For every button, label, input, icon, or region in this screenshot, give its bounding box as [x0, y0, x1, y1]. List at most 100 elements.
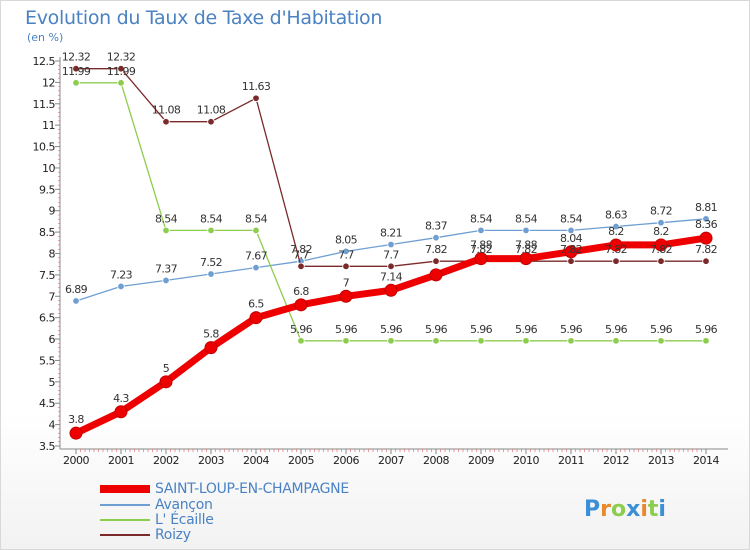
x-tick-label: 2010: [513, 454, 539, 467]
data-point: [159, 375, 173, 389]
data-label: 5.96: [290, 323, 313, 336]
legend-label: Roizy: [155, 527, 191, 543]
data-point: [342, 247, 350, 256]
data-label: 7.88: [515, 239, 538, 252]
data-label: 8.81: [695, 201, 717, 214]
data-label: 11.63: [242, 80, 271, 93]
data-label: 7.82: [650, 243, 672, 256]
y-tick-label: 5.5: [39, 354, 55, 367]
data-point: [72, 297, 80, 305]
data-point: [117, 64, 125, 73]
data-label: 7.14: [380, 270, 403, 283]
data-label: 7.88: [470, 239, 493, 252]
data-label: 7.82: [605, 243, 627, 256]
data-point: [474, 252, 488, 266]
x-tick-label: 2002: [153, 454, 179, 467]
data-label: 8.05: [335, 233, 358, 246]
data-label: 8.54: [245, 212, 268, 225]
data-label: 7.82: [515, 243, 537, 256]
y-tick-label: 3.5: [39, 440, 55, 453]
x-tick-label: 2011: [558, 454, 584, 467]
data-point: [387, 337, 395, 345]
data-label: 3.8: [68, 413, 84, 426]
data-point: [342, 337, 350, 345]
data-point: [429, 268, 443, 282]
data-point: [654, 238, 668, 252]
x-tick-label: 2012: [603, 454, 629, 467]
data-label: 5.96: [425, 323, 448, 336]
y-tick-label: 9: [49, 205, 56, 218]
data-label: 7.82: [560, 243, 582, 256]
data-point: [657, 257, 665, 265]
data-label: 8.54: [515, 212, 538, 225]
data-point: [522, 226, 530, 235]
data-label: 12.32: [107, 51, 136, 64]
y-tick-label: 9.5: [39, 183, 55, 196]
x-tick-label: 2001: [108, 454, 134, 467]
data-point: [387, 240, 395, 249]
data-point: [294, 298, 308, 312]
data-label: 7.67: [245, 250, 268, 263]
data-point: [432, 337, 440, 345]
data-label: 7.7: [383, 248, 399, 261]
y-tick-label: 5: [49, 376, 56, 389]
data-point: [699, 231, 713, 245]
proxiti-logo: Proxiti: [584, 497, 666, 522]
legend-label: L' Écaille: [155, 511, 214, 528]
axes: 3.5 4 4.5 5 5.5 6 6.5 7 7.5 8 8.5 9 9.5 10 10.5 11 11.5 1…: [33, 55, 728, 467]
data-label: 11.99: [62, 65, 91, 78]
data-point: [342, 262, 350, 271]
data-label: 8.21: [380, 227, 402, 240]
data-point: [204, 341, 218, 355]
x-tick-label: 2014: [693, 454, 719, 467]
data-point: [252, 226, 260, 235]
data-label: 8.36: [695, 218, 718, 231]
y-tick-label: 11: [42, 119, 55, 132]
chart-title: Evolution du Taux de Taxe d'Habitation: [25, 7, 383, 29]
data-point: [252, 263, 260, 272]
data-label: 11.08: [197, 104, 226, 117]
data-point: [567, 257, 575, 265]
legend-label: SAINT-LOUP-EN-CHAMPAGNE: [155, 481, 349, 497]
data-label: 11.99: [107, 65, 136, 78]
legend-label: Avançon: [155, 497, 213, 513]
data-point: [612, 337, 620, 345]
data-label: 7: [343, 276, 350, 289]
data-label: 8.2: [653, 225, 669, 238]
data-label: 8.37: [425, 220, 448, 233]
data-point: [69, 426, 83, 440]
data-label: 5.96: [335, 323, 358, 336]
data-label: 4.3: [113, 392, 129, 405]
data-point: [702, 337, 710, 345]
data-label: 8.2: [608, 225, 624, 238]
data-label: 5.96: [515, 323, 538, 336]
data-label: 7.82: [470, 243, 492, 256]
data-point: [567, 226, 575, 235]
data-point: [657, 218, 665, 227]
y-tick-label: 8: [49, 248, 56, 261]
y-tick-label: 6: [49, 333, 56, 346]
data-point: [207, 118, 215, 126]
y-tick-label: 8.5: [39, 226, 55, 239]
x-tick-label: 2004: [243, 454, 269, 467]
data-point: [612, 222, 620, 231]
data-label: 5: [163, 362, 170, 375]
data-label: 7.52: [200, 256, 222, 269]
data-point: [609, 238, 623, 252]
y-tick-label: 4: [49, 419, 56, 432]
data-label: 7.82: [290, 243, 312, 256]
data-label: 6.5: [248, 298, 264, 311]
data-point: [387, 262, 395, 271]
data-label: 5.96: [605, 323, 628, 336]
data-label: 5.8: [203, 328, 219, 341]
data-point: [297, 337, 305, 345]
data-label: 5.96: [695, 323, 718, 336]
data-point: [522, 337, 530, 345]
data-point: [162, 276, 170, 285]
data-point: [117, 79, 125, 87]
data-point: [72, 64, 80, 73]
x-tick-label: 2007: [378, 454, 404, 467]
data-label: 7.82: [425, 243, 447, 256]
x-tick-label: 2006: [333, 454, 359, 467]
